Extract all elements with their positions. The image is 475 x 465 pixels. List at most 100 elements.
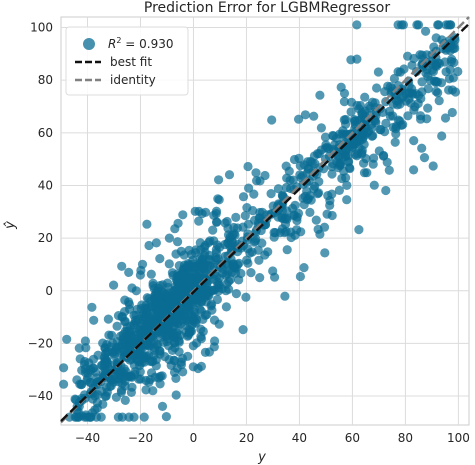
scatter-point bbox=[409, 165, 419, 175]
scatter-point bbox=[347, 143, 357, 153]
scatter-point bbox=[373, 67, 383, 77]
scatter-point bbox=[437, 131, 447, 141]
scatter-point bbox=[148, 278, 158, 288]
scatter-point bbox=[173, 311, 183, 321]
scatter-point bbox=[172, 328, 182, 338]
legend-label-r2: R2 = 0.930 bbox=[108, 36, 173, 51]
scatter-point bbox=[161, 412, 171, 422]
scatter-point bbox=[213, 254, 223, 264]
scatter-point bbox=[372, 83, 382, 93]
scatter-point bbox=[431, 60, 441, 71]
scatter-point bbox=[428, 161, 438, 171]
scatter-point bbox=[191, 318, 201, 328]
scatter-point bbox=[369, 180, 379, 190]
scatter-point bbox=[358, 132, 368, 142]
scatter-point bbox=[320, 248, 330, 258]
scatter-point bbox=[231, 289, 241, 299]
y-tick-label: −20 bbox=[28, 336, 53, 350]
scatter-point bbox=[309, 111, 319, 121]
y-tick-label: −40 bbox=[28, 389, 53, 403]
scatter-point bbox=[244, 183, 254, 193]
scatter-point bbox=[423, 103, 433, 113]
scatter-point bbox=[124, 267, 134, 277]
y-tick-labels: −40 −20 0 20 40 60 80 100 bbox=[28, 21, 53, 404]
scatter-point bbox=[352, 151, 362, 161]
scatter-point bbox=[224, 284, 234, 294]
scatter-point bbox=[446, 57, 456, 67]
scatter-point bbox=[242, 255, 252, 265]
scatter-point bbox=[260, 250, 270, 260]
scatter-point bbox=[299, 263, 309, 273]
scatter-point bbox=[85, 364, 95, 374]
scatter-point bbox=[422, 114, 432, 124]
scatter-point bbox=[116, 387, 126, 397]
scatter-point bbox=[260, 170, 270, 181]
scatter-point bbox=[245, 248, 255, 258]
scatter-point bbox=[395, 67, 405, 77]
scatter-point bbox=[113, 365, 123, 375]
scatter-point bbox=[141, 385, 151, 395]
scatter-point bbox=[315, 229, 325, 239]
scatter-point bbox=[410, 102, 420, 112]
scatter-point bbox=[327, 169, 337, 179]
x-tick-labels: −40 −20 0 20 40 60 80 100 bbox=[75, 431, 470, 445]
scatter-point bbox=[282, 245, 292, 255]
scatter-point bbox=[282, 213, 292, 223]
scatter-point bbox=[314, 149, 324, 159]
legend-label-identity: identity bbox=[110, 73, 156, 87]
scatter-point bbox=[142, 340, 152, 350]
scatter-point bbox=[146, 269, 156, 279]
scatter-point bbox=[280, 291, 290, 301]
scatter-point bbox=[211, 209, 221, 219]
scatter-point bbox=[447, 107, 457, 118]
scatter-point bbox=[336, 82, 346, 92]
scatter-point bbox=[188, 341, 198, 351]
scatter-point bbox=[109, 280, 119, 290]
scatter-point bbox=[409, 136, 419, 146]
scatter-point bbox=[214, 175, 224, 185]
scatter-point bbox=[150, 372, 160, 382]
scatter-point bbox=[127, 283, 137, 293]
scatter-point bbox=[277, 190, 287, 200]
scatter-point bbox=[380, 127, 390, 137]
scatter-point bbox=[74, 343, 84, 353]
scatter-point bbox=[123, 331, 133, 341]
scatter-point bbox=[389, 73, 399, 84]
scatter-point bbox=[339, 166, 349, 176]
scatter-point bbox=[360, 92, 370, 102]
scatter-point bbox=[113, 311, 124, 321]
scatter-point bbox=[294, 153, 304, 163]
scatter-point bbox=[354, 225, 364, 235]
scatter-point bbox=[128, 339, 138, 349]
scatter-point bbox=[249, 189, 259, 199]
scatter-point bbox=[84, 412, 94, 422]
scatter-point bbox=[257, 238, 267, 248]
scatter-point bbox=[137, 259, 148, 269]
scatter-point bbox=[279, 228, 290, 238]
scatter-point bbox=[222, 216, 232, 227]
scatter-point bbox=[169, 367, 180, 377]
scatter-point bbox=[231, 212, 241, 222]
scatter-point bbox=[339, 97, 349, 107]
scatter-point bbox=[413, 20, 424, 30]
legend: R2 = 0.930 best fit identity bbox=[65, 26, 189, 96]
scatter-point bbox=[104, 330, 114, 340]
scatter-point bbox=[164, 233, 174, 243]
scatter-point bbox=[293, 208, 304, 218]
scatter-point bbox=[421, 26, 431, 36]
scatter-point bbox=[313, 189, 323, 199]
scatter-point bbox=[311, 215, 321, 225]
scatter-point bbox=[80, 336, 90, 346]
scatter-point bbox=[124, 304, 135, 314]
chart-title: Prediction Error for LGBMRegressor bbox=[144, 0, 390, 16]
scatter-point bbox=[415, 50, 425, 60]
scatter-point bbox=[417, 143, 427, 153]
scatter-point bbox=[342, 180, 352, 190]
scatter-point bbox=[290, 200, 300, 210]
scatter-point bbox=[119, 345, 129, 356]
scatter-point bbox=[346, 107, 356, 117]
scatter-point bbox=[367, 131, 377, 141]
scatter-point bbox=[403, 111, 413, 121]
scatter-point bbox=[159, 337, 169, 347]
scatter-point bbox=[240, 211, 250, 221]
